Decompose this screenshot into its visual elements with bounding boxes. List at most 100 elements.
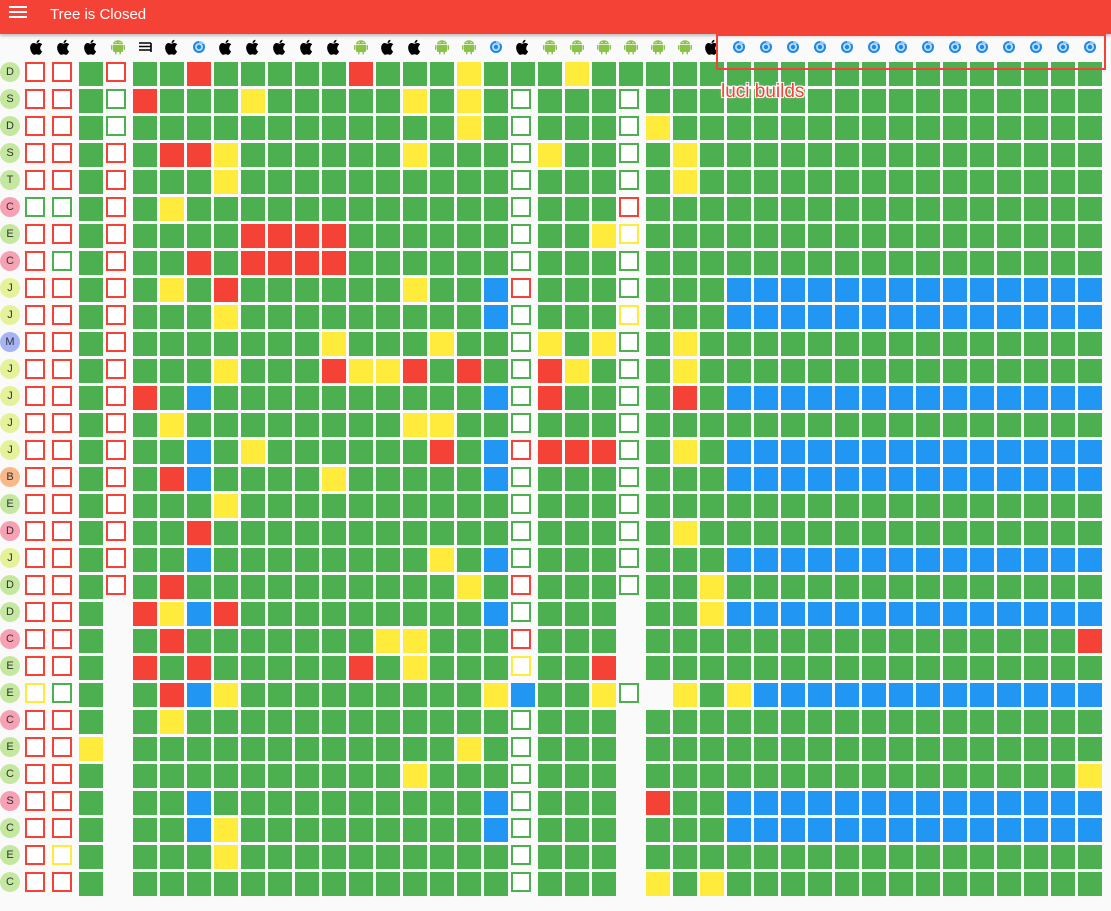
task-status-cell[interactable] xyxy=(916,413,940,437)
task-status-cell[interactable] xyxy=(673,386,697,410)
task-status-cell[interactable] xyxy=(484,494,508,518)
task-status-cell[interactable] xyxy=(214,332,238,356)
task-status-cell[interactable] xyxy=(511,116,531,136)
author-avatar[interactable]: J xyxy=(0,305,20,325)
task-status-cell[interactable] xyxy=(295,89,319,113)
task-status-cell[interactable] xyxy=(430,197,454,221)
task-status-cell[interactable] xyxy=(52,467,72,487)
task-status-cell[interactable] xyxy=(970,62,994,86)
task-status-cell[interactable] xyxy=(646,386,670,410)
task-status-cell[interactable] xyxy=(916,62,940,86)
task-status-cell[interactable] xyxy=(862,818,886,842)
task-status-cell[interactable] xyxy=(727,494,751,518)
task-status-cell[interactable] xyxy=(376,413,400,437)
task-status-cell[interactable] xyxy=(430,764,454,788)
task-status-cell[interactable] xyxy=(673,683,697,707)
task-status-cell[interactable] xyxy=(484,656,508,680)
task-status-cell[interactable] xyxy=(700,521,724,545)
task-status-cell[interactable] xyxy=(673,710,697,734)
task-status-cell[interactable] xyxy=(916,791,940,815)
task-status-cell[interactable] xyxy=(889,332,913,356)
task-status-cell[interactable] xyxy=(646,305,670,329)
task-status-cell[interactable] xyxy=(646,170,670,194)
task-status-cell[interactable] xyxy=(997,332,1021,356)
task-status-cell[interactable] xyxy=(727,62,751,86)
task-status-cell[interactable] xyxy=(781,170,805,194)
task-status-cell[interactable] xyxy=(376,359,400,383)
task-status-cell[interactable] xyxy=(781,791,805,815)
task-status-cell[interactable] xyxy=(673,89,697,113)
task-status-cell[interactable] xyxy=(25,845,45,865)
task-status-cell[interactable] xyxy=(808,683,832,707)
task-status-cell[interactable] xyxy=(268,332,292,356)
task-status-cell[interactable] xyxy=(781,602,805,626)
task-status-cell[interactable] xyxy=(133,872,157,896)
task-status-cell[interactable] xyxy=(322,440,346,464)
task-status-cell[interactable] xyxy=(25,224,45,244)
task-status-cell[interactable] xyxy=(430,143,454,167)
task-status-cell[interactable] xyxy=(673,602,697,626)
author-avatar[interactable]: J xyxy=(0,440,20,460)
task-status-cell[interactable] xyxy=(106,62,126,82)
task-status-cell[interactable] xyxy=(619,683,639,703)
task-status-cell[interactable] xyxy=(214,791,238,815)
task-status-cell[interactable] xyxy=(970,521,994,545)
task-status-cell[interactable] xyxy=(646,413,670,437)
task-status-cell[interactable] xyxy=(214,521,238,545)
task-status-cell[interactable] xyxy=(1024,602,1048,626)
task-status-cell[interactable] xyxy=(322,116,346,140)
task-status-cell[interactable] xyxy=(565,440,589,464)
task-status-cell[interactable] xyxy=(241,89,265,113)
task-status-cell[interactable] xyxy=(511,467,531,487)
task-status-cell[interactable] xyxy=(781,278,805,302)
task-status-cell[interactable] xyxy=(565,656,589,680)
task-status-cell[interactable] xyxy=(619,521,639,541)
task-status-cell[interactable] xyxy=(376,629,400,653)
task-status-cell[interactable] xyxy=(349,278,373,302)
task-status-cell[interactable] xyxy=(862,656,886,680)
task-status-cell[interactable] xyxy=(295,737,319,761)
task-status-cell[interactable] xyxy=(754,737,778,761)
task-status-cell[interactable] xyxy=(808,494,832,518)
task-status-cell[interactable] xyxy=(52,602,72,622)
task-status-cell[interactable] xyxy=(160,710,184,734)
task-status-cell[interactable] xyxy=(808,386,832,410)
task-status-cell[interactable] xyxy=(1051,170,1075,194)
task-status-cell[interactable] xyxy=(241,872,265,896)
task-status-cell[interactable] xyxy=(592,845,616,869)
task-status-cell[interactable] xyxy=(295,224,319,248)
task-status-cell[interactable] xyxy=(52,764,72,784)
author-avatar[interactable]: S xyxy=(0,89,20,109)
task-status-cell[interactable] xyxy=(673,359,697,383)
task-status-cell[interactable] xyxy=(79,170,103,194)
task-status-cell[interactable] xyxy=(862,494,886,518)
chrome-icon[interactable] xyxy=(1001,39,1017,55)
task-status-cell[interactable] xyxy=(835,89,859,113)
task-status-cell[interactable] xyxy=(1078,737,1102,761)
task-status-cell[interactable] xyxy=(511,521,531,541)
task-status-cell[interactable] xyxy=(754,332,778,356)
task-status-cell[interactable] xyxy=(457,791,481,815)
task-status-cell[interactable] xyxy=(79,764,103,788)
task-status-cell[interactable] xyxy=(565,332,589,356)
task-status-cell[interactable] xyxy=(484,737,508,761)
task-status-cell[interactable] xyxy=(79,224,103,248)
task-status-cell[interactable] xyxy=(970,764,994,788)
task-status-cell[interactable] xyxy=(376,575,400,599)
chrome-icon[interactable] xyxy=(1055,39,1071,55)
task-status-cell[interactable] xyxy=(889,818,913,842)
task-status-cell[interactable] xyxy=(187,494,211,518)
task-status-cell[interactable] xyxy=(565,251,589,275)
task-status-cell[interactable] xyxy=(349,251,373,275)
task-status-cell[interactable] xyxy=(619,197,639,217)
task-status-cell[interactable] xyxy=(1078,791,1102,815)
task-status-cell[interactable] xyxy=(673,332,697,356)
task-status-cell[interactable] xyxy=(700,629,724,653)
task-status-cell[interactable] xyxy=(781,629,805,653)
task-status-cell[interactable] xyxy=(241,494,265,518)
task-status-cell[interactable] xyxy=(889,305,913,329)
task-status-cell[interactable] xyxy=(781,656,805,680)
apple-icon[interactable] xyxy=(29,39,45,55)
task-status-cell[interactable] xyxy=(997,440,1021,464)
task-status-cell[interactable] xyxy=(133,629,157,653)
